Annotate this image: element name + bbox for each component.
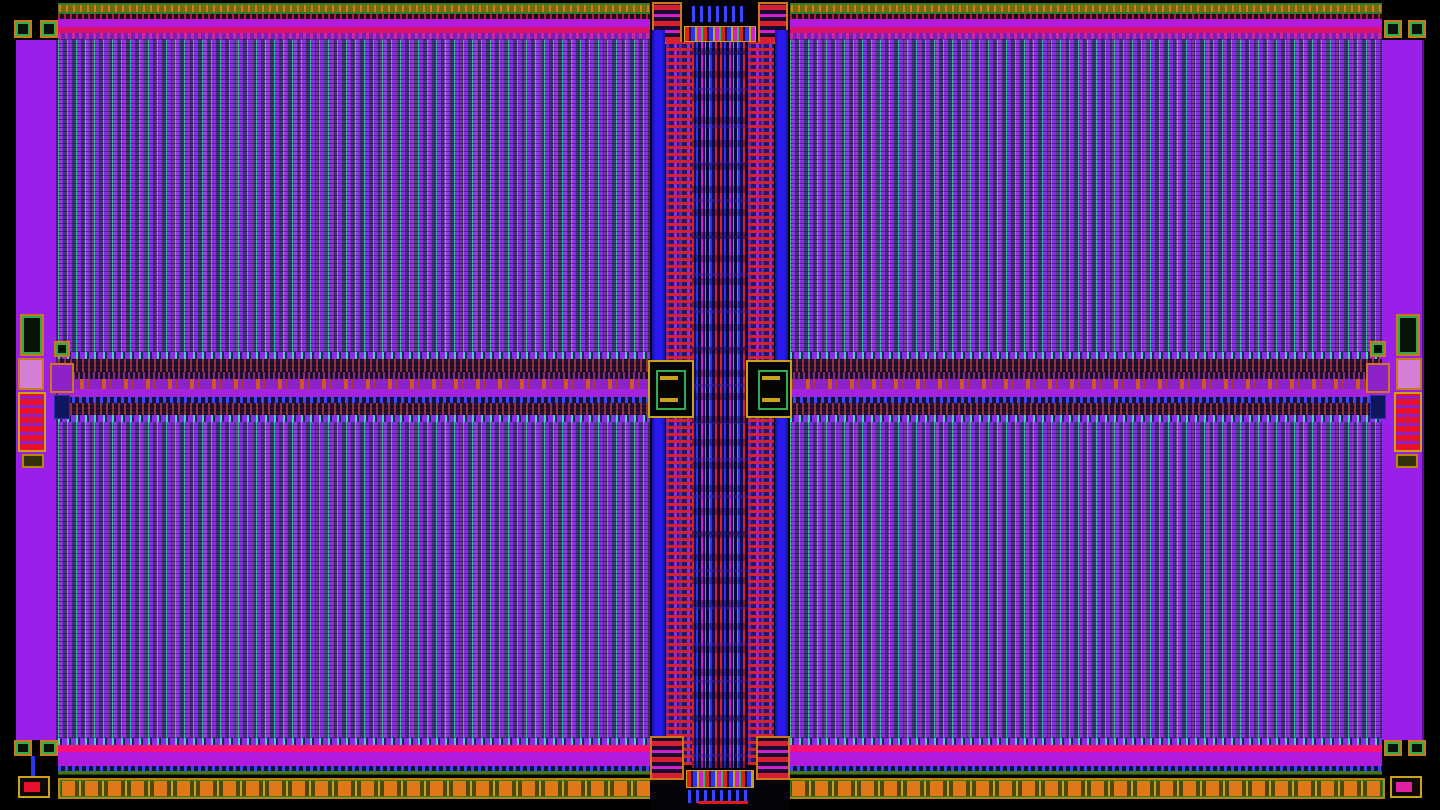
top-right-memory-array	[790, 39, 1382, 352]
spine-routing-channel	[692, 42, 748, 768]
spine-bottom-cap-left	[650, 736, 684, 780]
bottom-power-band-left	[58, 778, 655, 799]
pad-bottom-right-2	[1408, 740, 1426, 756]
bottom-strap-right	[790, 752, 1382, 766]
left-mid-olive-cell	[22, 454, 44, 468]
spine-top-block-row	[684, 26, 756, 42]
crossing-well-right-tick	[762, 376, 780, 380]
left-corner-cell	[18, 776, 50, 798]
top-left-memory-array	[58, 39, 650, 352]
crossing-well-right-tick2	[762, 398, 780, 402]
spine-top-blue-dash-row	[692, 6, 748, 22]
right-mid-olive-cell	[1396, 454, 1418, 468]
bottom-right-memory-array	[790, 422, 1382, 738]
top-strap-left	[58, 19, 650, 27]
pad-bottom-left-1	[14, 740, 32, 756]
top-dash-row-left	[58, 33, 650, 39]
mid-right-navy-widget	[1370, 395, 1386, 419]
mid-right-orange-widget	[1366, 363, 1390, 393]
top-power-band-left	[58, 3, 650, 14]
pad-bottom-left-2	[40, 740, 58, 756]
mid-right-green-widget	[1370, 341, 1386, 357]
top-pink-rail-left	[58, 27, 650, 33]
array-bottom-edge-left	[58, 738, 650, 745]
mid-left-orange-widget	[50, 363, 74, 393]
right-corner-cell-fill	[1396, 782, 1412, 792]
mid-left-green-widget	[54, 341, 70, 357]
bottom-blue-dash-right	[790, 766, 1382, 771]
bottom-blue-dash-left	[58, 766, 650, 771]
bottom-pink-rail-left	[58, 745, 650, 752]
top-contact-row-left	[58, 14, 650, 19]
bottom-pink-rail-right	[790, 745, 1382, 752]
pad-top-right-1	[1384, 20, 1402, 38]
crossing-well-right	[746, 360, 792, 418]
array-bottom-edge-right	[790, 738, 1382, 745]
spine-bottom-blue-dash-row	[688, 790, 752, 803]
right-mid-green-cell	[1396, 314, 1420, 356]
crossing-well-left-tick2	[660, 398, 678, 402]
bottom-strap-left	[58, 752, 650, 766]
array-edge-bottom-right	[790, 415, 1382, 422]
right-corner-cell	[1390, 776, 1422, 798]
array-edge-top-right	[790, 352, 1382, 359]
spine-bottom-cap-right	[756, 736, 790, 780]
top-contact-row-right	[790, 14, 1382, 19]
left-corner-wire	[31, 756, 35, 778]
top-strap-right	[790, 19, 1382, 27]
left-corner-cell-fill	[24, 782, 40, 792]
left-mid-green-cell	[20, 314, 44, 356]
right-mid-pink-cell	[1396, 358, 1422, 390]
array-edge-bottom-left	[58, 415, 650, 422]
left-mid-red-stack	[18, 392, 46, 452]
bottom-olive-line-left	[58, 771, 650, 775]
spine-bottom-red-line	[698, 801, 748, 804]
bottom-left-memory-array	[58, 422, 650, 738]
mid-left-navy-widget	[54, 395, 70, 419]
pad-top-left-1	[14, 20, 32, 38]
bottom-olive-line-right	[790, 771, 1382, 775]
array-edge-top-left	[58, 352, 650, 359]
crossing-well-right-inner	[758, 370, 788, 410]
pad-bottom-right-1	[1384, 740, 1402, 756]
left-mid-pink-cell	[18, 358, 44, 390]
crossing-well-left-inner	[656, 370, 686, 410]
crossing-well-left	[648, 360, 694, 418]
bottom-power-band-right	[788, 778, 1385, 799]
top-power-band-right	[790, 3, 1382, 14]
pad-top-left-2	[40, 20, 58, 38]
right-mid-red-stack	[1394, 392, 1422, 452]
pad-top-right-2	[1408, 20, 1426, 38]
crossing-well-left-tick	[660, 376, 678, 380]
spine-bottom-block-row	[686, 770, 754, 788]
top-dash-row-right	[790, 33, 1382, 39]
top-pink-rail-right	[790, 27, 1382, 33]
